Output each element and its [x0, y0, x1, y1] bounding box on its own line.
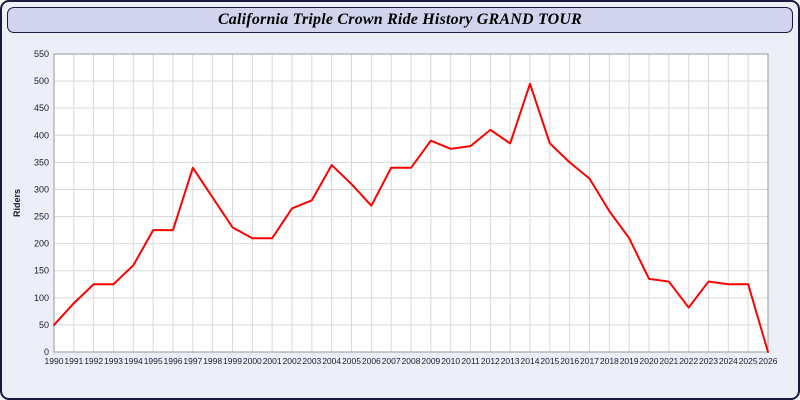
x-tick-label: 2002	[283, 356, 302, 366]
x-tick-label: 2019	[620, 356, 639, 366]
y-tick-label: 150	[34, 266, 49, 276]
plot-border	[53, 53, 769, 353]
y-tick-label: 300	[34, 184, 49, 194]
x-tick-label: 2011	[461, 356, 480, 366]
x-tick-label: 1993	[104, 356, 123, 366]
chart-title: California Triple Crown Ride History GRA…	[217, 11, 583, 28]
x-tick-label: 2006	[362, 356, 381, 366]
y-tick-label: 250	[34, 212, 49, 222]
x-tick-label: 2003	[302, 356, 321, 366]
x-tick-label: 1997	[183, 356, 202, 366]
x-tick-label: 1991	[64, 356, 83, 366]
series-line-riders	[53, 82, 769, 353]
y-tick-label: 500	[34, 76, 49, 86]
x-tick-label: 2005	[342, 356, 361, 366]
x-tick-label: 2026	[759, 356, 778, 366]
x-tick-label: 1999	[223, 356, 242, 366]
y-tick-label: 450	[34, 103, 49, 113]
x-tick-label: 2001	[263, 356, 282, 366]
x-tick-label: 2007	[382, 356, 401, 366]
y-tick-label: 400	[34, 130, 49, 140]
x-tick-label: 2024	[719, 356, 738, 366]
x-tick-label: 2008	[402, 356, 421, 366]
x-tick-label: 2021	[659, 356, 678, 366]
x-tick-label: 2014	[521, 356, 540, 366]
chart-title-bar: California Triple Crown Ride History GRA…	[7, 7, 793, 33]
x-tick-label: 2009	[421, 356, 440, 366]
x-tick-label: 2023	[699, 356, 718, 366]
x-tick-label: 2015	[540, 356, 559, 366]
x-tick-label: 1998	[203, 356, 222, 366]
x-tick-label: 1992	[84, 356, 103, 366]
y-tick-label: 0	[44, 347, 49, 357]
x-tick-label: 2004	[322, 356, 341, 366]
x-tick-label: 1995	[144, 356, 163, 366]
x-tick-label: 2020	[640, 356, 659, 366]
x-tick-label: 2000	[243, 356, 262, 366]
x-tick-label: 1996	[164, 356, 183, 366]
x-tick-label: 2017	[580, 356, 599, 366]
x-tick-label: 2025	[739, 356, 758, 366]
x-tick-label: 2010	[441, 356, 460, 366]
y-tick-label: 100	[34, 293, 49, 303]
y-axis-title: Riders	[12, 189, 22, 217]
y-tick-label: 200	[34, 239, 49, 249]
x-tick-label: 1994	[124, 356, 143, 366]
x-tick-label: 1990	[45, 356, 64, 366]
x-tick-label: 2022	[679, 356, 698, 366]
x-tick-label: 2016	[560, 356, 579, 366]
y-tick-label: 350	[34, 157, 49, 167]
y-tick-label: 50	[39, 320, 49, 330]
chart-container: 0 50 100 150 200 250 300 350 400 450 500 550 1990 199…	[7, 42, 793, 395]
x-tick-label: 2018	[600, 356, 619, 366]
x-tick-label: 2013	[501, 356, 520, 366]
x-tick-label: 2012	[481, 356, 500, 366]
y-tick-label: 550	[34, 49, 49, 59]
